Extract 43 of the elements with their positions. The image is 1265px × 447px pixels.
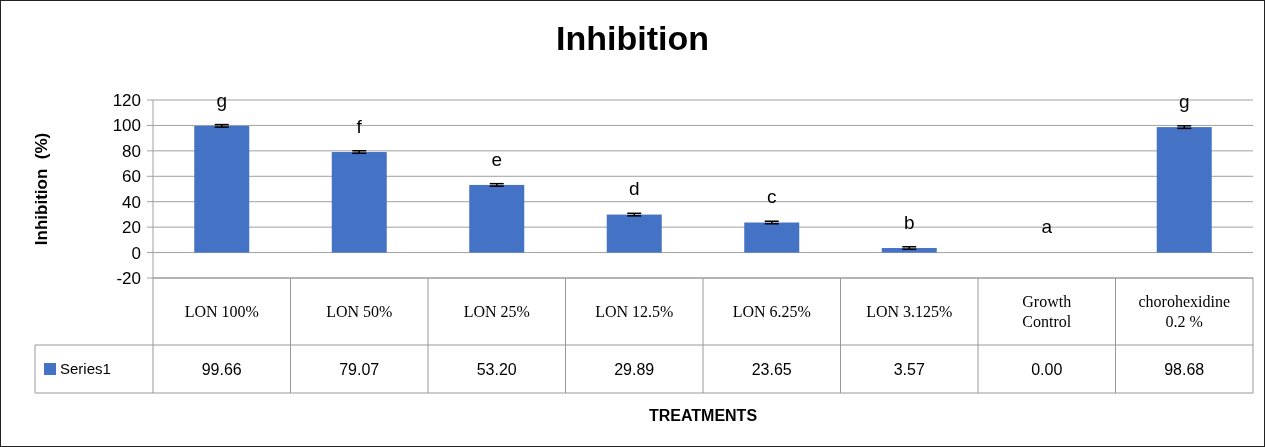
bar (1156, 127, 1212, 253)
data-label: 3.57 (893, 360, 925, 378)
x-tick-label: LON 50% (326, 303, 393, 321)
y-tick-label: 20 (122, 218, 141, 238)
bar (194, 125, 250, 253)
x-tick-label: LON 25% (463, 303, 530, 321)
legend-label: Series1 (60, 360, 111, 378)
bar (881, 248, 937, 253)
annotation: e (491, 148, 503, 170)
annotation: c (767, 186, 777, 208)
bar (469, 184, 525, 253)
x-axis-title: TREATMENTS (648, 407, 758, 424)
data-label: 99.66 (201, 360, 242, 378)
data-label: 98.68 (1164, 360, 1205, 378)
x-tick-label: LON 6.25% (732, 303, 811, 321)
data-label: 23.65 (751, 360, 792, 378)
annotation: f (356, 115, 363, 137)
data-label: 0.00 (1031, 360, 1063, 378)
x-tick-label: chorohexidine 0.2 % (1138, 293, 1231, 331)
y-tick-label: 80 (122, 141, 141, 161)
data-label: 79.07 (339, 360, 380, 378)
x-tick-label: LON 100% (184, 303, 259, 321)
y-axis-title: Inhibition (%) (32, 132, 51, 246)
y-tick-label: 60 (122, 167, 141, 187)
x-tick-label: LON 3.125% (866, 303, 953, 321)
annotation: d (628, 178, 640, 200)
y-tick-label: 120 (112, 90, 141, 110)
y-tick-label: 40 (122, 192, 141, 212)
chart-title: Inhibition (556, 19, 709, 57)
annotation: b (903, 211, 915, 233)
y-tick-label: 0 (131, 243, 141, 263)
annotation: g (1178, 90, 1190, 112)
annotation: a (1041, 216, 1053, 238)
y-tick-label: 100 (112, 116, 141, 136)
y-tick-label: -20 (116, 268, 141, 288)
data-label: 53.20 (476, 360, 517, 378)
bar (744, 222, 800, 253)
data-label: 29.89 (614, 360, 655, 378)
bar (606, 214, 662, 253)
annotation: g (216, 89, 228, 111)
bar (331, 152, 387, 253)
x-tick-label: LON 12.5% (595, 303, 674, 321)
x-tick-label: Growth Control (1022, 293, 1072, 331)
